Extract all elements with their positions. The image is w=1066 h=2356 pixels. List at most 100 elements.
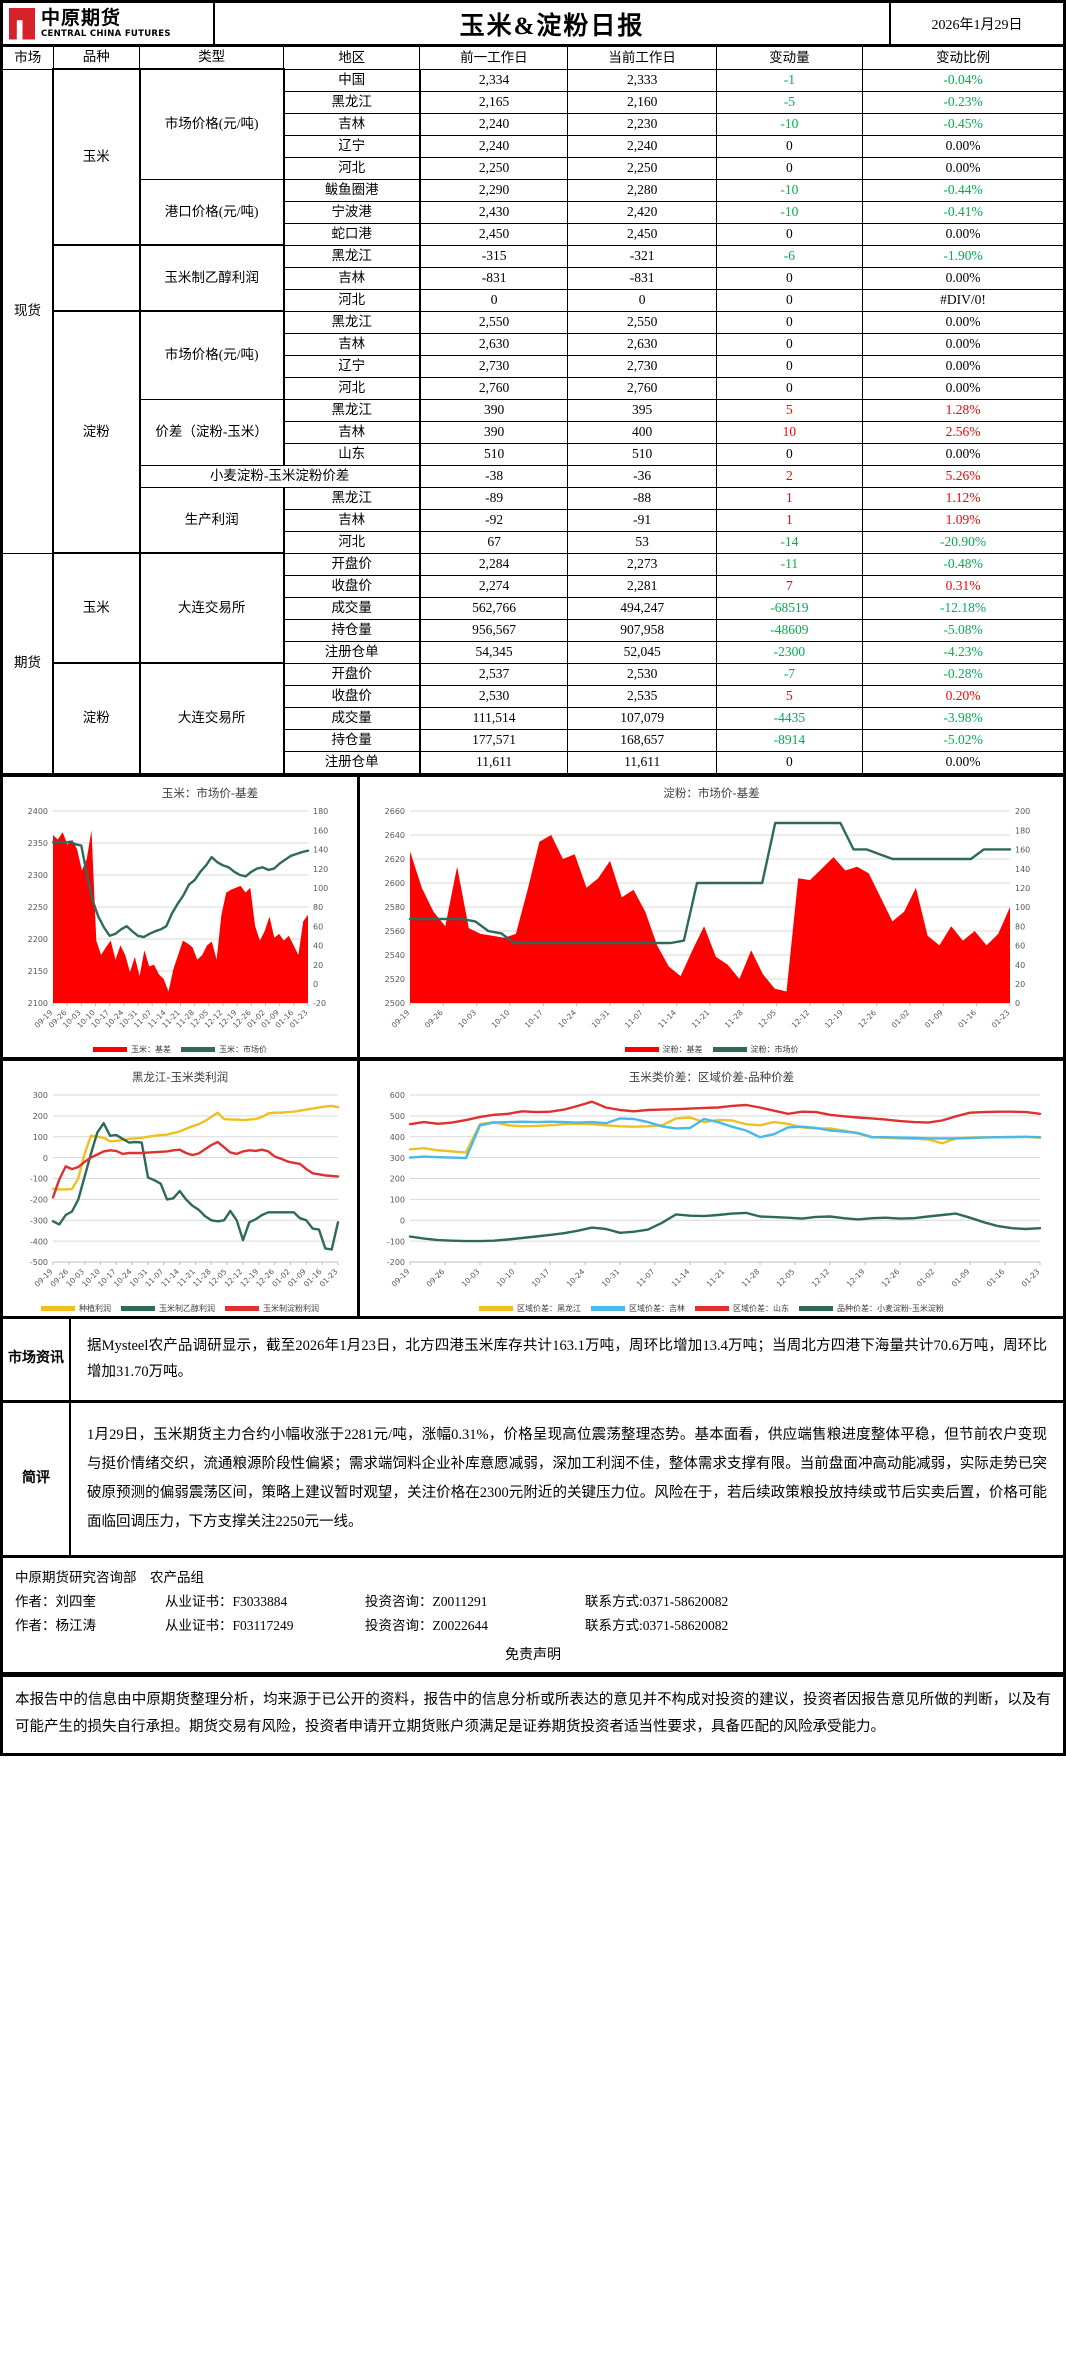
svg-text:160: 160 [313,826,328,835]
cell-curr: 2,450 [567,222,717,246]
cell-prev: 390 [419,398,569,422]
cell-curr: 53 [567,530,717,554]
cell-change: 0 [715,310,864,334]
cell-prev: 2,250 [419,156,569,180]
table-header-row: 市场 品种 类型 地区 前一工作日 当前工作日 变动量 变动比例 [1,46,1065,70]
cell-region: 鲅鱼圈港 [283,178,421,202]
svg-text:140: 140 [1015,864,1030,873]
cell-change: 1 [715,508,864,532]
cell-prev: 956,567 [419,618,569,642]
cell-change: -14 [715,530,864,554]
table-row: 吉林 2,630 2,630 0 0.00% [2,332,1065,356]
table-row: 港口价格(元/吨) 鲅鱼圈港 2,290 2,280 -10 -0.44% [2,178,1065,246]
legend-item: 玉米：基差 [93,1044,171,1055]
cell-prev: -92 [419,508,569,532]
cell-region: 河北 [283,376,421,400]
cell-curr: 2,630 [567,332,717,356]
svg-text:-200: -200 [387,1258,405,1267]
cell-change-pct: -3.98% [862,706,1065,730]
cell-region: 黑龙江 [283,486,421,510]
legend-label: 玉米：市场价 [219,1044,267,1054]
chart-hlj-profit: 黑龙江-玉米类利润 -500 -400 -300 -200 -100 0 100 200 300… [3,1060,360,1316]
table-row: 河北 0 0 0 #DIV/0! [2,288,1065,312]
cell-region: 吉林 [283,266,421,290]
table-row: 河北 2,250 2,250 0 0.00% [2,156,1065,180]
brand-name-cn: 中原期货 [41,6,122,29]
cell-change-pct: -0.23% [862,90,1065,114]
cell-curr: 2,550 [567,310,717,334]
svg-text:60: 60 [1015,941,1025,950]
cell-change: 1 [715,486,864,510]
cell-change: 0 [715,266,864,290]
footer-author-row-1: 作者：刘四奎 从业证书：F3033884 投资咨询：Z0011291 联系方式:… [15,1590,1051,1614]
svg-text:2150: 2150 [28,967,48,976]
cell-region: 辽宁 [283,134,421,158]
svg-text:10-03: 10-03 [460,1266,482,1288]
svg-text:01-23: 01-23 [990,1007,1012,1029]
svg-text:11-14: 11-14 [670,1266,692,1288]
cell-market: 期货 [1,552,54,774]
chart-legend-corn-basis: 玉米：基差 玉米：市场价 [7,1044,353,1055]
cell-variety: 淀粉 [52,662,141,774]
cell-change: 10 [715,420,864,444]
cell-curr: 395 [567,398,717,422]
cell-change-pct: -0.44% [862,178,1065,202]
cell-change-pct: 0.00% [862,354,1065,378]
svg-text:2580: 2580 [385,903,405,912]
svg-text:-500: -500 [30,1258,48,1267]
cell-curr: -321 [567,244,717,268]
cell-prev: -315 [419,244,569,268]
cell-region: 持仓量 [283,618,421,642]
svg-text:-20: -20 [313,999,326,1008]
col-prev-day: 前一工作日 [419,46,569,70]
cell-curr: -831 [567,266,717,290]
svg-text:300: 300 [390,1153,405,1162]
cell-change-pct: -0.48% [862,552,1065,576]
cell-region: 宁波港 [283,200,421,224]
svg-text:2620: 2620 [385,855,405,864]
svg-text:10-24: 10-24 [565,1266,587,1288]
legend-swatch [225,1305,259,1311]
legend-label: 淀粉：基差 [662,1044,703,1054]
cell-curr: 11,611 [567,750,717,774]
cell-region: 吉林 [283,332,421,356]
table-row: 玉米制乙醇利润 黑龙江 -315 -321 -6 -1.90% [2,244,1065,312]
cell-change-pct: -5.08% [862,618,1065,642]
table-row: 淀粉 大连交易所 开盘价 2,537 2,530 -7 -0.28% [2,662,1065,774]
svg-text:200: 200 [1015,807,1030,816]
chart-title-starch-basis: 淀粉：市场价-基差 [663,785,760,800]
commentary-label: 简评 [3,1403,71,1556]
cell-change: -1 [715,68,864,92]
svg-text:09-19: 09-19 [390,1266,412,1288]
svg-text:12-26: 12-26 [880,1266,902,1288]
svg-text:0: 0 [313,980,318,989]
legend-label: 玉米制乙醇利润 [159,1303,215,1313]
cell-type: 价差（淀粉-玉米） [139,398,285,466]
svg-text:11-28: 11-28 [723,1007,745,1029]
author-2-advisory: 投资咨询：Z0022644 [365,1618,488,1634]
cell-prev: 510 [419,442,569,466]
cell-prev: 11,611 [419,750,569,774]
svg-text:11-07: 11-07 [623,1007,645,1029]
svg-text:01-23: 01-23 [318,1266,340,1288]
svg-text:-100: -100 [387,1237,405,1246]
cell-change: 0 [715,354,864,378]
chart-svg: -200 -100 0 100 200 300 400 500 600 09-19 09-26 10-… [387,1091,1042,1289]
brand-name-en: CENTRAL CHINA FUTURES [41,28,171,39]
cell-change-pct: 1.12% [862,486,1065,510]
legend-swatch [624,1046,659,1052]
cell-type: 小麦淀粉-玉米淀粉价差 [139,464,421,488]
cell-curr: 2,160 [567,90,717,114]
report-date: 2026年1月29日 [931,17,1023,33]
svg-text:01-02: 01-02 [915,1266,937,1288]
svg-text:60: 60 [313,922,323,931]
svg-text:0: 0 [1015,999,1020,1008]
legend-item: 种植利润 [41,1303,111,1314]
cell-curr: -88 [567,486,717,510]
table-row: 注册仓单 54,345 52,045 -2300 -4.23% [2,640,1065,664]
cell-curr: 510 [567,442,717,466]
cell-change: 7 [715,574,864,598]
svg-text:2200: 2200 [28,935,48,944]
svg-text:40: 40 [313,941,323,950]
cell-curr: 2,250 [567,156,717,180]
